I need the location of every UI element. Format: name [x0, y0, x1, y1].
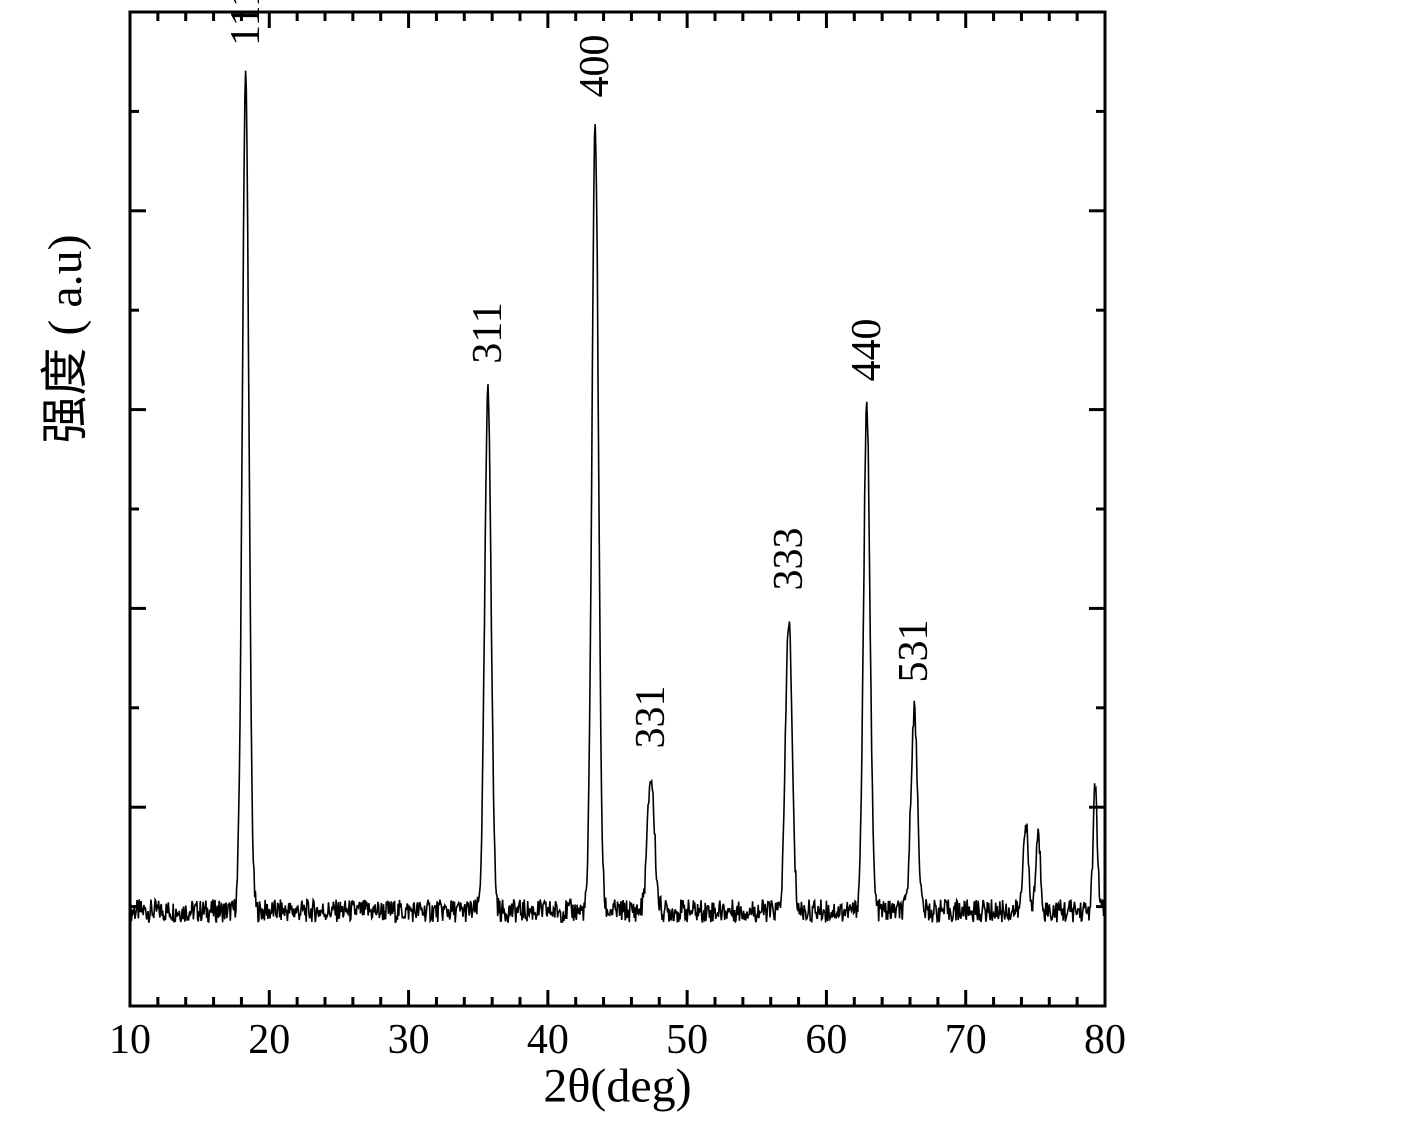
peak-label-400: 400: [571, 35, 619, 98]
peak-label-331: 331: [627, 686, 675, 749]
x-tick-80: 80: [1084, 1016, 1126, 1064]
plot-svg: [0, 0, 1403, 1141]
peak-label-440: 440: [843, 318, 891, 381]
peak-label-311: 311: [464, 303, 512, 364]
x-axis-label: 2θ(deg): [543, 1059, 691, 1114]
peak-label-531: 531: [890, 619, 938, 682]
x-tick-30: 30: [388, 1016, 430, 1064]
x-tick-10: 10: [109, 1016, 151, 1064]
y-axis-label: 强度 ( a.u): [25, 234, 95, 443]
xrd-chart: 10 20 30 40 50 60 70 80 2θ(deg) 强度 ( a.u) 111 311 40…: [0, 0, 1403, 1141]
peak-label-111: 111: [222, 0, 270, 46]
x-tick-40: 40: [527, 1016, 569, 1064]
x-tick-50: 50: [666, 1016, 708, 1064]
peak-label-333: 333: [765, 527, 813, 590]
x-tick-60: 60: [805, 1016, 847, 1064]
x-tick-70: 70: [945, 1016, 987, 1064]
x-tick-20: 20: [248, 1016, 290, 1064]
